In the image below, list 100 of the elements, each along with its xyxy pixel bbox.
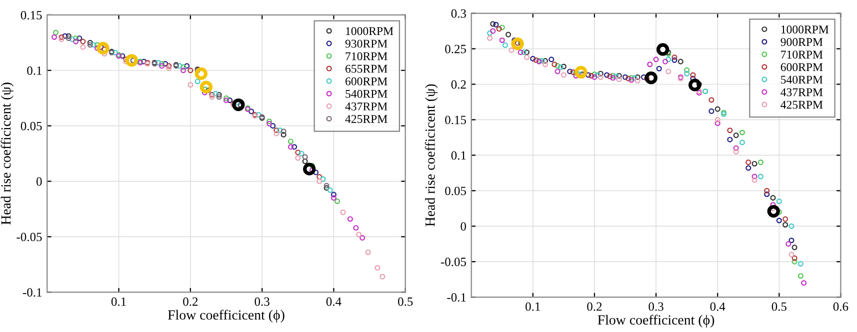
x-tick-label: 0.2 (183, 297, 198, 306)
point (552, 62, 558, 68)
x-tick-label: 0.4 (326, 297, 342, 306)
point (496, 26, 502, 32)
point (788, 223, 794, 229)
point (96, 42, 110, 55)
point (295, 150, 301, 156)
point (52, 30, 59, 36)
legend-label: 437RPM (345, 102, 388, 110)
point (520, 50, 526, 56)
point (656, 66, 662, 72)
x-axis-title: Flow coefficicent (ϕ) (598, 314, 714, 328)
point (672, 57, 678, 63)
point (767, 204, 780, 218)
point (666, 68, 672, 74)
point (708, 108, 714, 114)
point (656, 43, 670, 56)
y-tick-label: 0 (36, 177, 42, 186)
point (223, 95, 230, 101)
point (180, 64, 186, 70)
point (162, 60, 168, 67)
point (288, 144, 294, 150)
point (327, 187, 333, 193)
point (739, 130, 745, 136)
point (592, 72, 598, 78)
point (554, 63, 560, 69)
point (248, 108, 254, 114)
point (487, 30, 493, 36)
point (792, 244, 798, 250)
point (524, 54, 530, 60)
point (324, 182, 330, 188)
point (511, 37, 524, 50)
point (610, 72, 616, 79)
y-tick-label: -0.1 (447, 293, 466, 302)
y-tick-label: -0.05 (440, 258, 466, 266)
point (340, 210, 346, 216)
point (298, 150, 304, 156)
point (662, 58, 668, 64)
legend-label: 710RPM (346, 52, 388, 60)
point (499, 24, 505, 30)
point (672, 54, 678, 60)
point (69, 36, 75, 42)
point (324, 185, 330, 191)
legend-label: 600RPM (346, 77, 388, 86)
point (155, 60, 161, 66)
legend-label: 1000RPM (781, 26, 829, 34)
point (194, 78, 200, 84)
y-tick-label: 0.05 (20, 122, 42, 130)
point (295, 155, 301, 161)
point (610, 75, 616, 81)
point (360, 235, 366, 241)
point (62, 33, 68, 39)
point (598, 70, 604, 76)
point (87, 40, 93, 46)
point (688, 78, 702, 92)
point (80, 44, 86, 50)
point (776, 198, 782, 204)
point (158, 60, 165, 67)
point (73, 38, 79, 44)
point (524, 50, 530, 56)
y-tick-label: 0.15 (20, 10, 42, 20)
point (626, 76, 632, 82)
point (533, 57, 539, 63)
x-tick-label: 0.6 (833, 302, 848, 311)
point (274, 130, 280, 136)
point (714, 106, 720, 112)
point (758, 160, 764, 166)
point (634, 78, 640, 84)
y-tick-label: 0 (460, 222, 466, 231)
point (184, 63, 190, 69)
point (58, 36, 64, 42)
point (374, 264, 380, 271)
y-tick-label: -0.1 (22, 288, 42, 297)
point (313, 170, 319, 176)
point (764, 188, 770, 194)
x-tick-label: 0.3 (648, 302, 664, 311)
legend-label: 437RPM (780, 88, 823, 96)
point (90, 42, 96, 48)
point (141, 58, 147, 64)
point (752, 160, 758, 167)
point (490, 28, 496, 34)
point (708, 97, 714, 103)
point (788, 252, 794, 258)
point (320, 176, 326, 182)
x-tick-label: 0.3 (254, 297, 270, 306)
point (792, 255, 798, 261)
point (330, 192, 336, 198)
point (588, 72, 594, 79)
point (58, 34, 64, 40)
point (188, 82, 194, 88)
point (798, 261, 804, 267)
point (613, 74, 619, 80)
point (604, 72, 610, 78)
point (518, 50, 524, 56)
y-tick-label: -0.05 (16, 232, 42, 242)
point (632, 75, 638, 81)
point (560, 64, 566, 70)
x-tick-label: 0.4 (710, 302, 726, 311)
point (776, 218, 782, 224)
point (493, 22, 499, 28)
